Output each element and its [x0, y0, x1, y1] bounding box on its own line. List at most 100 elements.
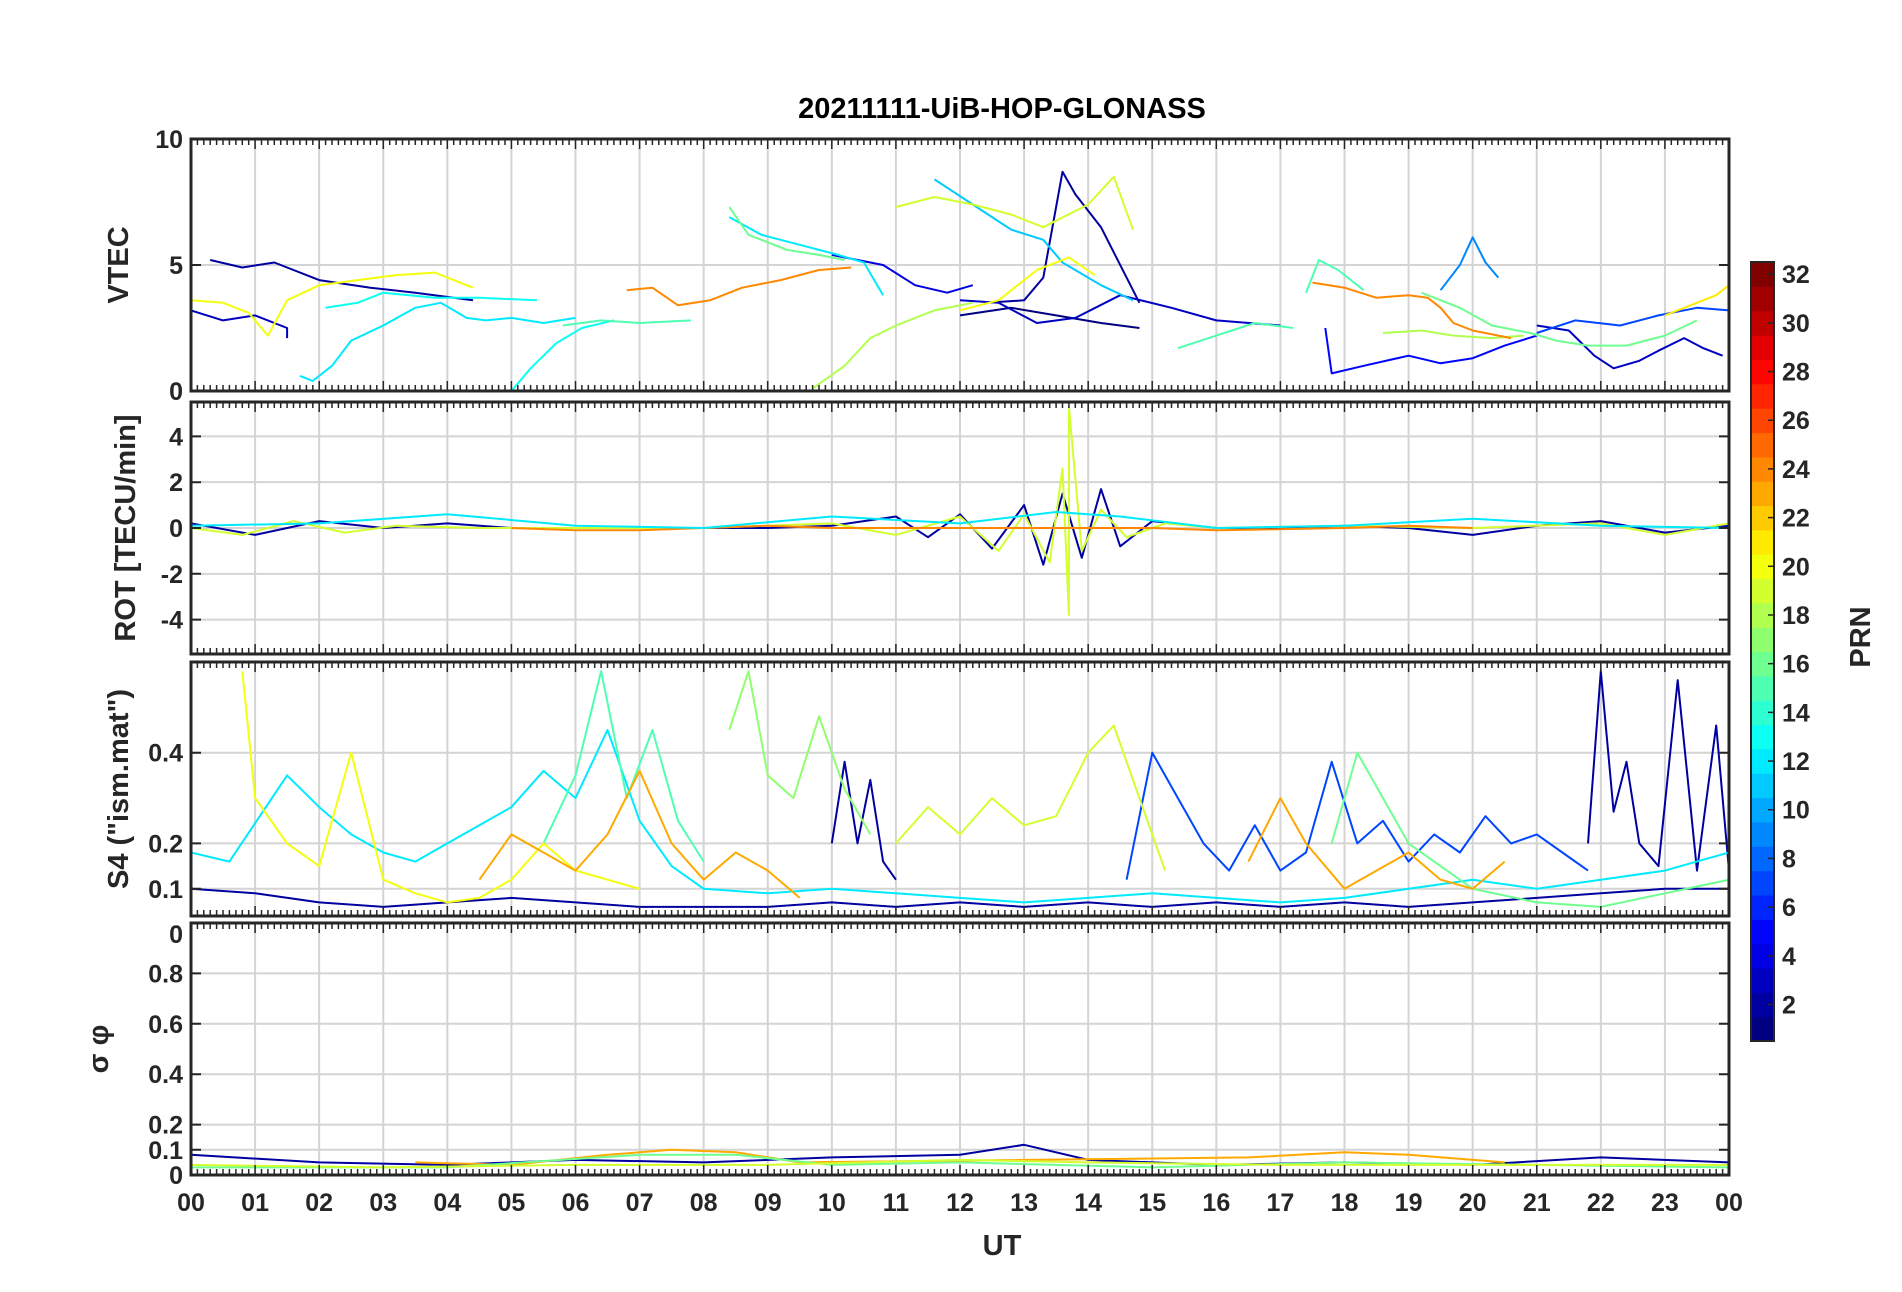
- x-tick-label: 00: [1715, 1189, 1743, 1217]
- x-tick-label: 18: [1331, 1189, 1359, 1217]
- colorbar-tick-label: 20: [1782, 553, 1810, 581]
- panel-vtec: 0 5 10 VTEC: [103, 126, 1731, 406]
- colorbar-tick-label: 18: [1782, 602, 1810, 630]
- vtec-series-prn-16: [1421, 291, 1698, 347]
- colorbar-segment: [1751, 700, 1774, 726]
- rot-series-prn-24: [511, 524, 1473, 532]
- colorbar-tick-label: 28: [1782, 359, 1810, 387]
- colorbar-segment: [1751, 359, 1774, 385]
- vtec-series-prn-3: [191, 309, 289, 339]
- vtec-series-prn-12: [728, 216, 884, 296]
- s4-series-prn-23: [1247, 797, 1506, 890]
- s4-series-prn-19: [895, 724, 1167, 871]
- colorbar-tick-label: 12: [1782, 748, 1810, 776]
- vtec-series-prn-15: [1305, 259, 1365, 294]
- x-tick-label: 11: [883, 1189, 910, 1217]
- x-tick-label: 13: [1010, 1189, 1038, 1217]
- colorbar-tick-label: 22: [1782, 505, 1810, 533]
- panel-sigma_phi: 00.10.20.40.60.8σ φ00 01 02 03 04 05 06 07 08 09 1…: [83, 921, 1743, 1217]
- s4-series-prn-20: [241, 670, 640, 904]
- s4-series-prn-17: [728, 670, 872, 835]
- colorbar-tick-label: 14: [1782, 699, 1810, 727]
- colorbar-segment: [1751, 773, 1774, 799]
- colorbar-segment: [1751, 651, 1774, 677]
- x-tick-label: 02: [305, 1189, 333, 1217]
- x-tick-label: 05: [498, 1189, 526, 1217]
- colorbar-segment: [1751, 943, 1774, 969]
- vtec-series-prn-24: [1312, 281, 1512, 340]
- vtec-series-prn-16: [728, 206, 845, 261]
- rot-y-label: ROT [TECU/min]: [110, 414, 142, 641]
- vtec-series-prn-5: [1324, 327, 1538, 375]
- x-tick-label: 20: [1459, 1189, 1487, 1217]
- colorbar-segment: [1751, 602, 1774, 628]
- colorbar-tick-label: 24: [1782, 456, 1810, 484]
- s4-y-tick-label: 0.4: [148, 740, 183, 768]
- colorbar-segment: [1751, 408, 1774, 434]
- vtec-series-prn-9: [1439, 236, 1500, 291]
- sigma_phi-y-tick-label: 0.8: [148, 960, 183, 988]
- s4-series-prn-2: [830, 760, 897, 881]
- vtec-series-prn-15: [562, 319, 691, 327]
- vtec-series-prn-20: [191, 271, 474, 337]
- panel-s4: 0 0.1 0.2 0.4 S4 ("ism.mat"): [103, 660, 1731, 949]
- vtec-series-prn-24: [626, 266, 852, 307]
- x-tick-label: 19: [1395, 1189, 1423, 1217]
- vtec-series-prn-3: [1536, 324, 1723, 370]
- sigma_phi-y-tick-label: 0.2: [148, 1112, 183, 1140]
- x-tick-label: 16: [1202, 1189, 1230, 1217]
- rot-y-tick-label: -2: [161, 561, 183, 589]
- rot-y-tick-label: 0: [169, 515, 183, 543]
- sigma_phi-y-tick-label: 0.4: [148, 1061, 183, 1089]
- colorbar-segment: [1751, 919, 1774, 945]
- vtec-series-prn-18: [812, 301, 973, 390]
- colorbar-segment: [1751, 505, 1774, 531]
- vtec-y-tick-label: 0: [169, 378, 183, 406]
- colorbar-segment: [1751, 967, 1774, 993]
- colorbar-segment: [1751, 992, 1774, 1018]
- colorbar-segment: [1751, 870, 1774, 896]
- sigma_phi-x-ticks: [190, 923, 1730, 1175]
- vtec-y-label: VTEC: [103, 226, 135, 303]
- x-tick-label: 23: [1651, 1189, 1679, 1217]
- vtec-series-prn-13: [325, 291, 538, 309]
- colorbar-tick-label: 16: [1782, 651, 1810, 679]
- s4-series-prn-12: [191, 729, 1729, 904]
- colorbar-tick-label: 6: [1782, 894, 1796, 922]
- colorbar-tick-label: 26: [1782, 407, 1810, 435]
- s4-series-prn-23: [478, 769, 801, 899]
- colorbar-segment: [1751, 262, 1774, 287]
- rot-y-ticks: [191, 435, 1729, 621]
- x-tick-label: 09: [754, 1189, 782, 1217]
- colorbar-segment: [1751, 456, 1774, 482]
- rot-series-prn-12: [191, 511, 1729, 529]
- s4-y-label: S4 ("ism.mat"): [103, 689, 135, 889]
- sigma_phi-y-tick-label: 0.6: [148, 1011, 183, 1039]
- s4-y-tick-label: 0.1: [148, 876, 183, 904]
- chart-title: 20211111-UiB-HOP-GLONASS: [798, 93, 1206, 125]
- rot-y-tick-label: 2: [169, 469, 183, 497]
- x-tick-label: 06: [562, 1189, 590, 1217]
- vtec-series-prn-1: [959, 306, 1140, 329]
- s4-series-prn-16: [1330, 751, 1729, 908]
- colorbar-tick-label: 30: [1782, 310, 1810, 338]
- sigma_phi-y-ticks: [191, 972, 1729, 1176]
- vtec-series-prn-7: [1536, 306, 1729, 334]
- vtec-series-prn-2: [985, 170, 1141, 304]
- vtec-y-ticks: [191, 138, 1729, 392]
- x-tick-label: 07: [626, 1189, 654, 1217]
- colorbar-tick-label: 8: [1782, 845, 1796, 873]
- vtec-series-prn-12: [299, 301, 576, 382]
- colorbar-segment: [1751, 846, 1774, 872]
- s4-x-ticks: [190, 662, 1730, 916]
- x-tick-label: 03: [369, 1189, 397, 1217]
- colorbar-segment: [1751, 627, 1774, 653]
- s4-y-tick-label: 0.2: [148, 830, 183, 858]
- rot-y-tick-label: 4: [169, 423, 183, 451]
- colorbar-segment: [1751, 481, 1774, 507]
- colorbar-segment: [1751, 432, 1774, 458]
- panel-rot: -4 -2 0 2 4 ROT [TECU/min]: [110, 400, 1731, 656]
- x-tick-label: 10: [818, 1189, 846, 1217]
- colorbar-label: PRN: [1845, 606, 1877, 667]
